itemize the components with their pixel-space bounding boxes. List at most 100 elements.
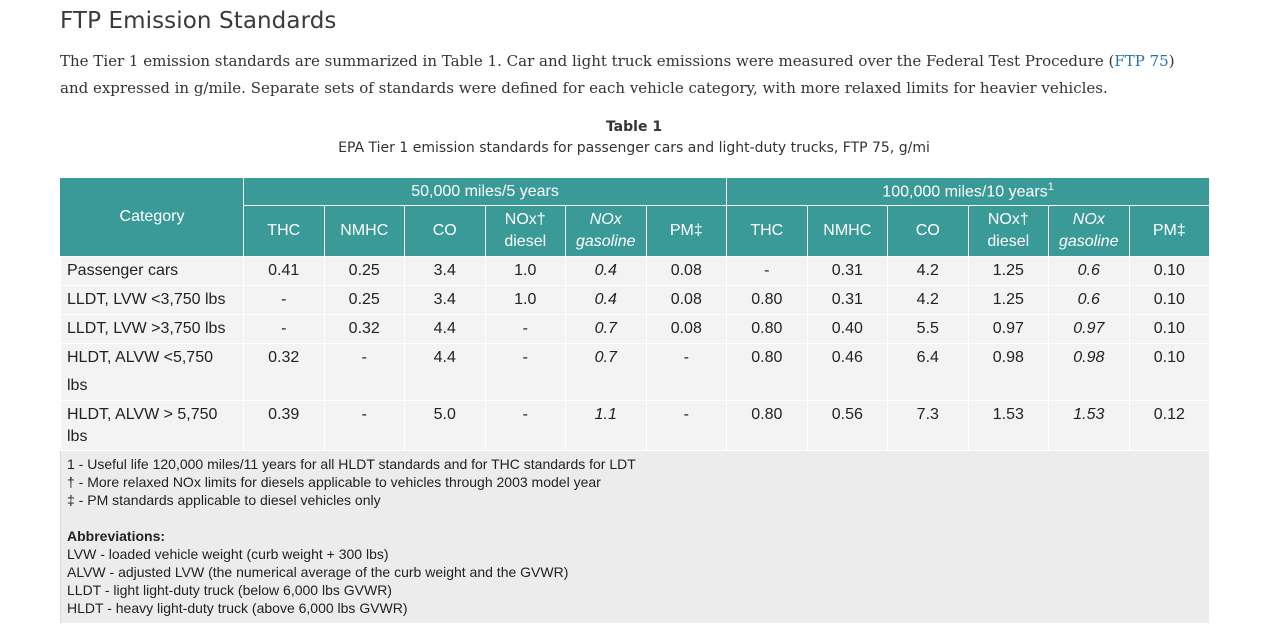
table-cell: 0.08 [645,256,728,286]
column-header-line1: THC [267,222,301,239]
table-cell: 7.3 [887,400,969,451]
column-header-line1: PM‡ [669,222,703,239]
column-header: PM‡ [1128,205,1211,257]
footnote: † - More relaxed NOx limits for diesels … [67,474,601,490]
table-cell: 3.4 [404,256,486,286]
table-row: LLDT, LVW >3,750 lbs -0.32 4.4-0.7 0.08 0.80… [60,314,1211,344]
column-header-line1: PM‡ [1152,222,1186,239]
column-header: NOx† diesel [967,205,1050,257]
column-header-line1: NOx† [504,211,546,228]
table-cell: 0.4 [565,256,647,286]
table-cell: 1.25 [967,285,1050,315]
column-header: NOx gasoline [565,205,647,257]
group-header-row: Category 50,000 miles/5 years 100,000 mi… [60,177,1211,257]
column-header-line2: diesel [987,233,1030,250]
column-header-line2: gasoline [575,233,636,250]
abbreviation: LVW - loaded vehicle weight (curb weight… [67,546,389,562]
table-cell: 0.97 [967,314,1050,344]
table-cell: 0.40 [806,314,889,344]
row-category: HLDT, ALVW <5,750 lbs [60,343,244,401]
table-notes: 1 - Useful life 120,000 miles/11 years f… [59,450,1211,624]
table-cell: 0.80 [726,285,808,315]
table-cell: - [484,314,566,344]
table-cell: 0.32 [243,343,325,401]
table-cell: - [243,314,325,344]
table-cell: 0.39 [243,400,325,451]
ftp75-link[interactable]: FTP 75 [1114,52,1169,70]
category-header: Category [60,177,244,257]
table-cell: 0.97 [1048,314,1130,344]
column-header: NOx† diesel [484,205,566,257]
row-category: LLDT, LVW <3,750 lbs [60,285,244,315]
group-header-50k: 50,000 miles/5 years [242,177,728,206]
table-cell: - [645,343,728,401]
table-cell: 0.08 [645,285,728,315]
table-body: Passenger cars 0.41 0.25 3.4 1.0 0.4 0.08-0.31… [59,256,1211,624]
group-header-50k-label: 50,000 miles/5 years [411,182,559,200]
table-cell: 4.4 [404,314,486,344]
column-header: CO [887,205,969,257]
column-header-line1: NMHC [340,222,389,239]
table-cell: 0.4 [565,285,647,315]
footnote: ‡ - PM standards applicable to diesel ve… [67,492,381,508]
table-cell: - [323,400,405,451]
table-row: HLDT, ALVW > 5,750 lbs 0.39-5.0-1.1-0.80 0… [60,400,1211,451]
table-cell: - [484,400,566,451]
table-cell: 0.80 [726,400,808,451]
table-cell: 0.31 [806,256,889,286]
table-cell: 0.31 [806,285,889,315]
abbreviation: ALVW - adjusted LVW (the numerical avera… [67,564,569,580]
table-cell: 0.41 [243,256,325,286]
table-cell: 1.0 [484,256,566,286]
column-header: THC [243,205,325,257]
table-cell: 0.12 [1128,400,1211,451]
table-cell: 6.4 [887,343,969,401]
table-cell: 3.4 [404,285,486,315]
table-cell: 0.56 [806,400,889,451]
table-cell: 0.25 [323,256,405,286]
table-row: HLDT, ALVW <5,750 lbs 0.32-4.4-0.7-0.80 0.… [60,343,1211,401]
column-header: THC [726,205,808,257]
column-header-line1: NOx [589,211,622,228]
table-cell: 0.80 [726,343,808,401]
notes-row: 1 - Useful life 120,000 miles/11 years f… [59,450,1211,624]
column-header: CO [404,205,486,257]
column-header-line1: CO [915,222,940,239]
table-cell: 4.4 [404,343,486,401]
abbreviations-title: Abbreviations: [67,528,166,544]
column-header-line2: gasoline [1058,233,1119,250]
table-cell: - [243,285,325,315]
table-cell: 0.6 [1048,256,1130,286]
column-header-line1: THC [750,222,784,239]
table-cell: 0.10 [1128,285,1211,315]
table-cell: 1.1 [565,400,647,451]
column-header: NMHC [323,205,405,257]
intro-paragraph: The Tier 1 emission standards are summar… [60,48,1200,102]
table-cell: 1.53 [967,400,1050,451]
table-cell: - [645,400,728,451]
table-cell: 1.53 [1048,400,1130,451]
column-header-line1: NOx [1072,211,1105,228]
table-row: LLDT, LVW <3,750 lbs -0.25 3.4 1.0 0.4 0.08 0.… [60,285,1211,315]
table-cell: 0.10 [1128,314,1211,344]
table-caption-subtitle: EPA Tier 1 emission standards for passen… [338,140,930,156]
table-row: Passenger cars 0.41 0.25 3.4 1.0 0.4 0.08-0.31… [60,256,1211,286]
table-caption-title: Table 1 [605,119,663,135]
table-cell: - [484,343,566,401]
footnote: 1 - Useful life 120,000 miles/11 years f… [67,456,636,472]
group-header-100k-label: 100,000 miles/10 years [882,183,1048,201]
table-cell: 0.46 [806,343,889,401]
column-header-line1: CO [432,222,457,239]
abbreviation: LLDT - light light-duty truck (below 6,0… [67,582,392,598]
column-header-line1: NOx† [987,211,1029,228]
table-cell: 0.10 [1128,256,1211,286]
table-cell: 1.0 [484,285,566,315]
table-cell: 5.0 [404,400,486,451]
intro-text-after: ) and expressed in g/mile. Separate sets… [60,52,1175,97]
table-cell: 1.25 [967,256,1050,286]
table-cell: 4.2 [887,256,969,286]
table-cell: 0.7 [565,343,647,401]
page-title: FTP Emission Standards [60,8,337,34]
column-header: NMHC [806,205,889,257]
row-category: HLDT, ALVW > 5,750 lbs [60,400,244,451]
